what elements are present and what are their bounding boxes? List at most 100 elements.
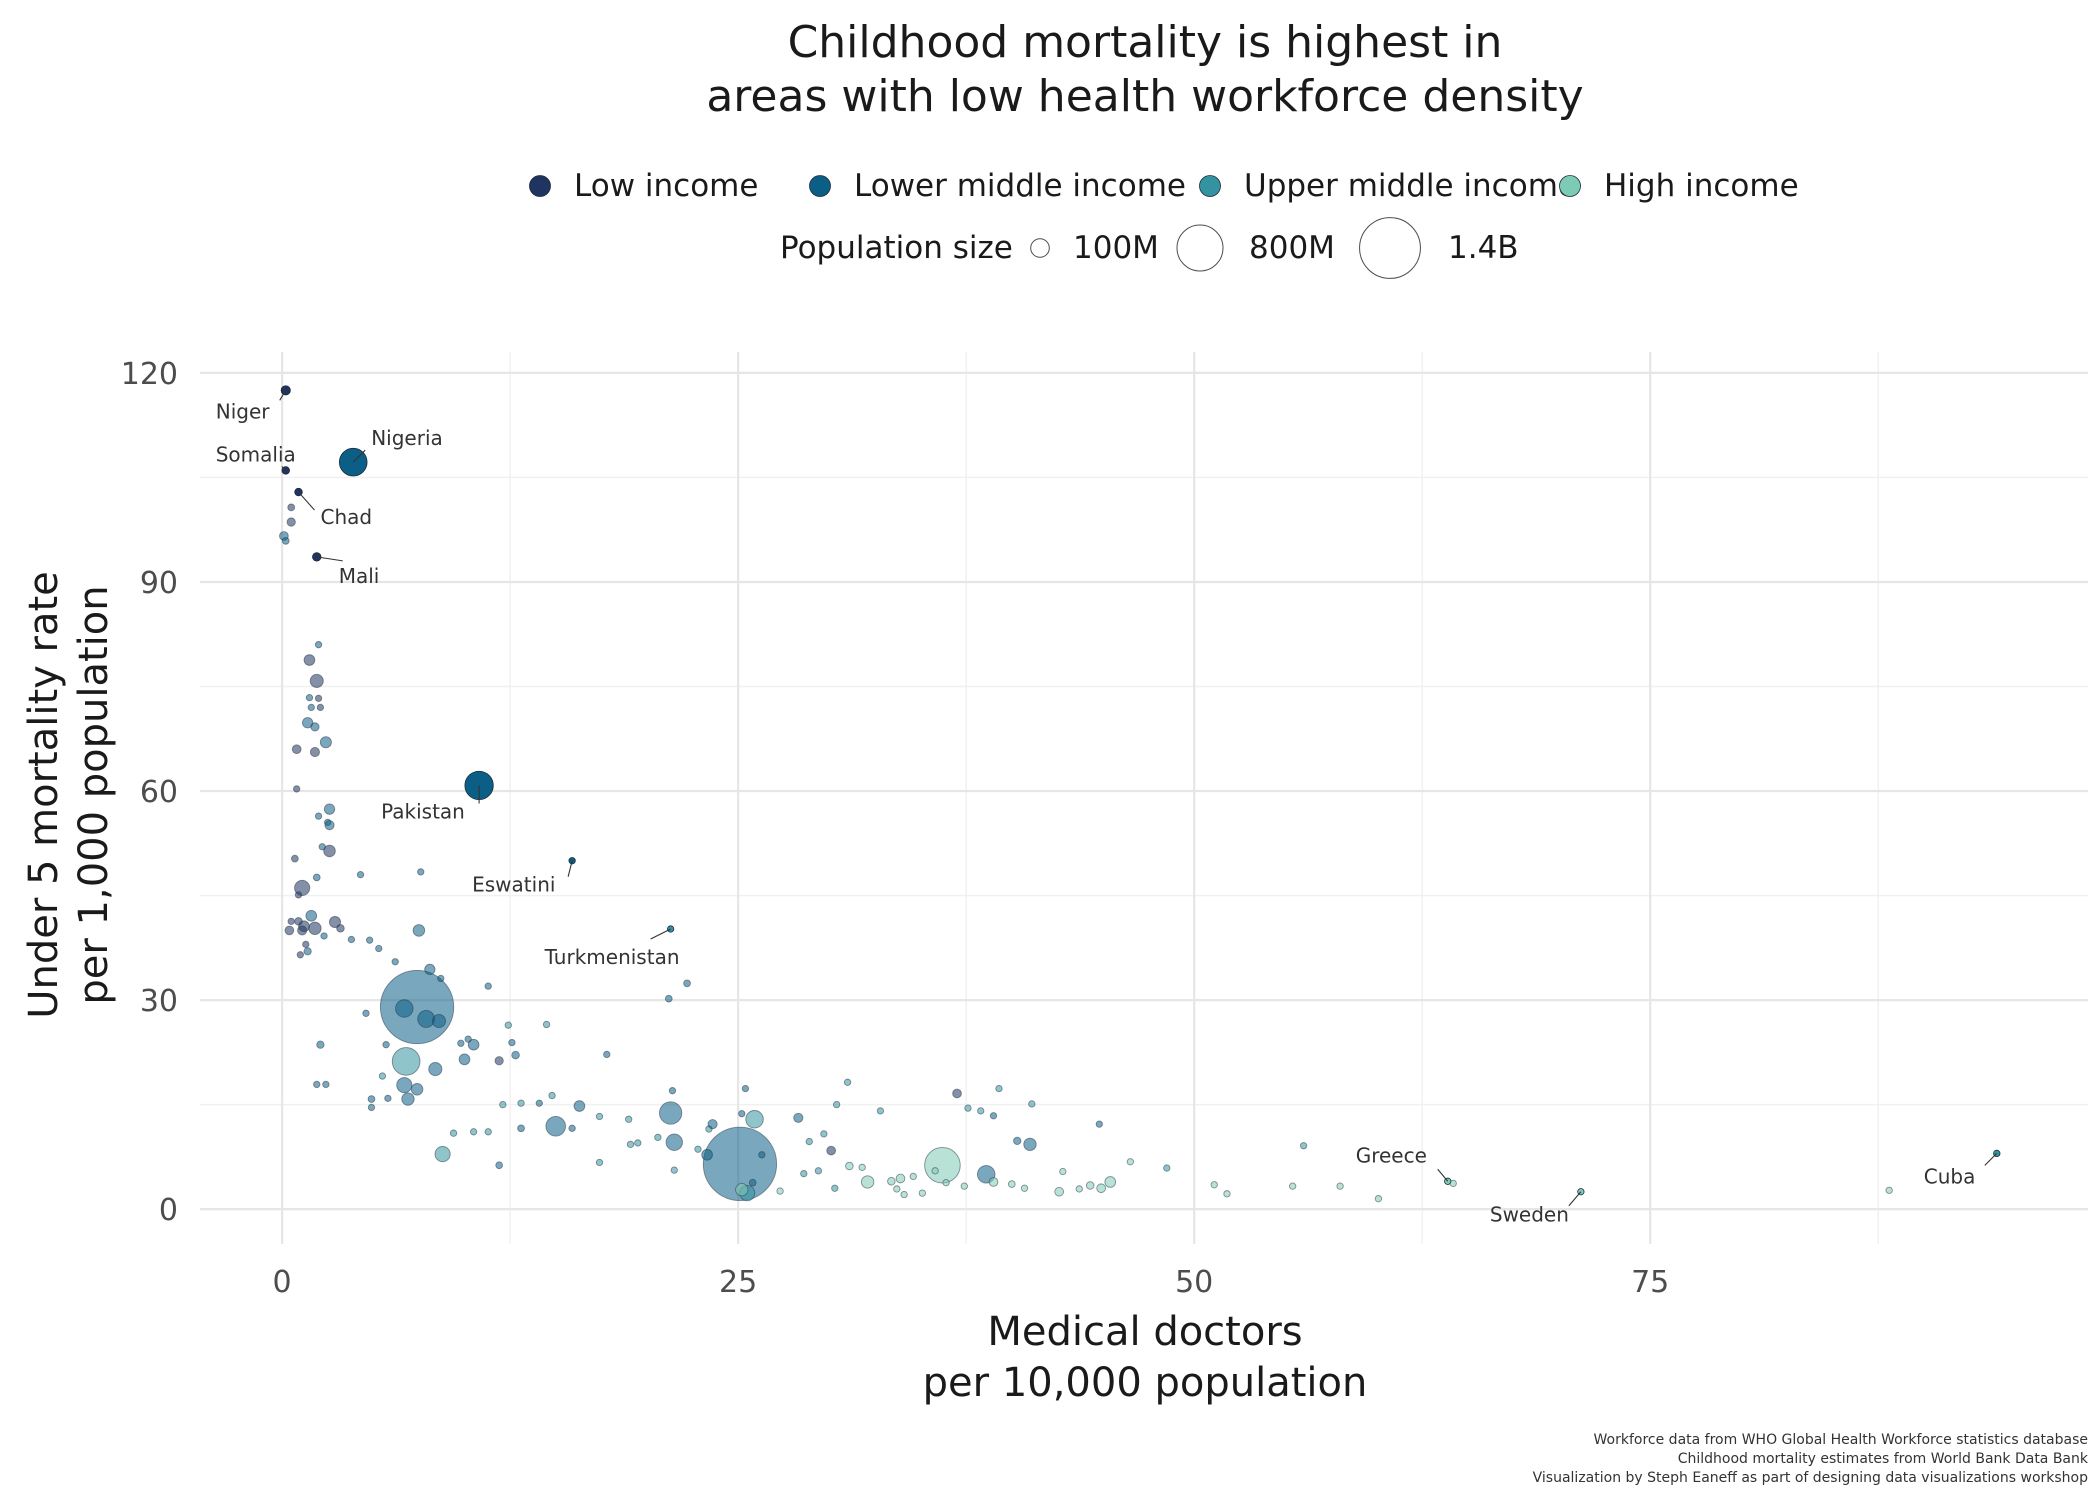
data-point bbox=[545, 1115, 566, 1137]
legend-label: Lower middle income bbox=[854, 168, 1186, 204]
data-point bbox=[988, 1177, 999, 1187]
annotation-label: Chad bbox=[321, 505, 373, 529]
data-point bbox=[457, 1039, 465, 1047]
data-point bbox=[484, 1128, 492, 1136]
annotation-label: Eswatini bbox=[472, 873, 555, 897]
data-point bbox=[287, 917, 295, 925]
data-point bbox=[362, 1009, 370, 1017]
size-legend-label: 100M bbox=[1073, 230, 1159, 266]
data-point bbox=[748, 1178, 757, 1187]
data-point bbox=[323, 844, 336, 858]
country-annotations: Niger Nigeria Somalia Chad Mali Pakistan Eswat… bbox=[216, 390, 1998, 1227]
data-point bbox=[1223, 1190, 1231, 1198]
data-point bbox=[1299, 1142, 1308, 1150]
legend-label: Upper middle income bbox=[1244, 168, 1577, 204]
data-point bbox=[977, 1107, 985, 1115]
chart-title-line-1: Childhood mortality is highest in bbox=[788, 17, 1503, 68]
data-point bbox=[412, 924, 426, 937]
x-axis-title-line-2: per 10,000 population bbox=[923, 1360, 1368, 1406]
data-point bbox=[832, 1100, 841, 1109]
x-tick-label: 75 bbox=[1631, 1265, 1669, 1300]
size-legend-circle bbox=[1359, 217, 1421, 279]
data-point bbox=[843, 1078, 852, 1086]
data-point bbox=[741, 1084, 750, 1093]
data-point bbox=[307, 703, 315, 712]
x-tick-label: 25 bbox=[719, 1265, 757, 1300]
data-point bbox=[378, 1072, 387, 1080]
data-points bbox=[279, 503, 1893, 1203]
data-point bbox=[876, 1107, 885, 1115]
data-point bbox=[320, 932, 328, 940]
data-point bbox=[793, 1112, 804, 1123]
data-point bbox=[548, 1091, 556, 1100]
data-point bbox=[568, 1124, 576, 1132]
data-point bbox=[845, 1161, 854, 1171]
data-point bbox=[469, 1128, 478, 1136]
data-point bbox=[458, 1053, 471, 1066]
data-point bbox=[494, 1056, 504, 1066]
data-point bbox=[291, 854, 299, 863]
data-point bbox=[694, 1145, 702, 1153]
data-point bbox=[434, 1146, 451, 1163]
data-point bbox=[931, 1167, 939, 1175]
data-point bbox=[535, 1099, 543, 1107]
data-point bbox=[303, 654, 316, 666]
data-point bbox=[396, 1077, 413, 1094]
legend-swatch bbox=[529, 175, 551, 197]
data-point bbox=[303, 947, 312, 956]
data-point bbox=[735, 1182, 749, 1197]
annotation-label: Turkmenistan bbox=[544, 945, 680, 969]
data-point bbox=[504, 1021, 512, 1029]
data-point bbox=[484, 982, 492, 990]
data-point bbox=[814, 1167, 823, 1175]
data-point bbox=[1095, 1120, 1103, 1128]
data-point bbox=[384, 1094, 392, 1103]
x-tick-label: 0 bbox=[273, 1265, 292, 1300]
data-point bbox=[860, 1175, 875, 1189]
y-tick-label: 60 bbox=[140, 775, 178, 810]
size-legend-label: 1.4B bbox=[1448, 230, 1519, 266]
data-point bbox=[634, 1139, 642, 1147]
size-legend-circle bbox=[1030, 238, 1050, 258]
legend-swatch bbox=[809, 175, 831, 197]
data-point bbox=[294, 891, 303, 899]
data-point bbox=[1289, 1182, 1297, 1190]
data-point bbox=[664, 994, 673, 1003]
data-point bbox=[670, 1166, 678, 1174]
data-point bbox=[375, 944, 383, 953]
annotation-label: Cuba bbox=[1924, 1164, 1976, 1188]
data-point bbox=[322, 1080, 330, 1089]
data-point bbox=[324, 820, 335, 831]
data-point bbox=[745, 1110, 764, 1129]
x-axis-title-line-1: Medical doctors bbox=[987, 1309, 1302, 1355]
data-point bbox=[449, 1129, 458, 1137]
annotation-leader bbox=[352, 449, 366, 463]
data-point bbox=[508, 1038, 516, 1047]
data-point bbox=[1028, 1100, 1036, 1108]
data-point bbox=[284, 925, 295, 936]
caption-line-2: Childhood mortality estimates from World… bbox=[1678, 1451, 2089, 1467]
data-point bbox=[281, 537, 290, 545]
data-point bbox=[1336, 1182, 1344, 1190]
chart-title-line-2: areas with low health workforce density bbox=[706, 71, 1583, 122]
data-point bbox=[410, 1083, 424, 1096]
data-point bbox=[654, 1133, 662, 1142]
data-point bbox=[1210, 1181, 1218, 1189]
data-point bbox=[467, 1038, 480, 1051]
color-legend: Low income Lower middle income Upper middl… bbox=[529, 168, 1799, 204]
data-point bbox=[391, 958, 399, 966]
data-point bbox=[893, 1185, 901, 1193]
data-point bbox=[305, 694, 314, 702]
annotation-label: Nigeria bbox=[371, 426, 443, 450]
data-point bbox=[1023, 1137, 1037, 1151]
y-tick-label: 0 bbox=[159, 1193, 178, 1228]
data-point bbox=[665, 1133, 683, 1151]
data-point bbox=[499, 1100, 507, 1109]
legend-swatch bbox=[1559, 175, 1581, 197]
data-point bbox=[895, 1173, 906, 1184]
data-point bbox=[776, 1187, 784, 1195]
data-point bbox=[316, 703, 325, 712]
data-point bbox=[542, 1020, 551, 1029]
data-point bbox=[800, 1169, 808, 1178]
caption-line-1: Workforce data from WHO Global Health Wo… bbox=[1594, 1432, 2088, 1448]
